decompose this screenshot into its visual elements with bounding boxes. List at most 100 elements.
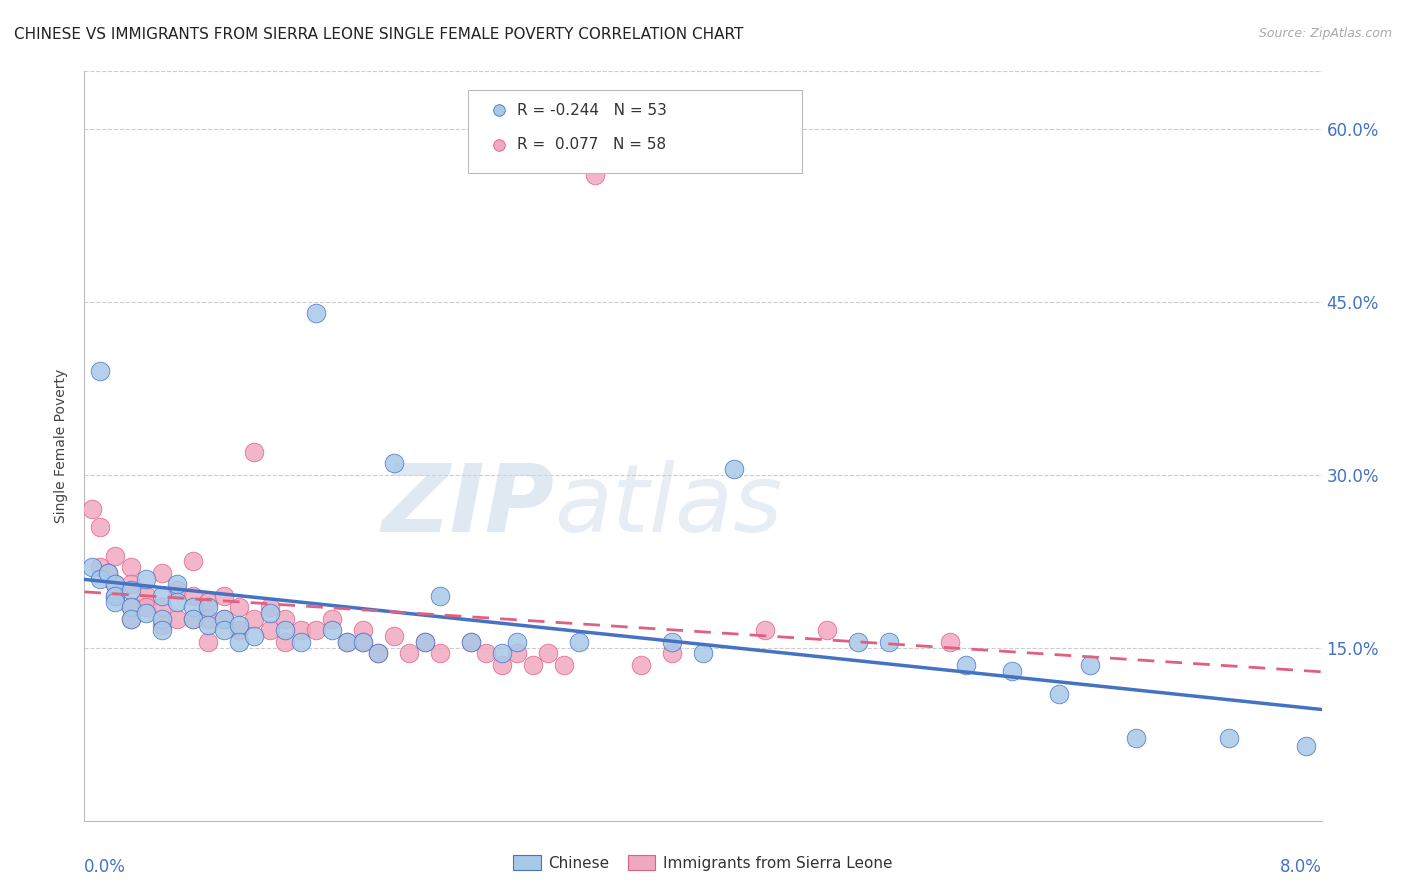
Point — [150, 566, 173, 580]
Point — [166, 583, 188, 598]
Point — [82, 560, 104, 574]
Point — [135, 606, 157, 620]
Point — [228, 635, 250, 649]
Point — [259, 624, 281, 638]
Point — [321, 624, 343, 638]
Point — [723, 462, 745, 476]
Point — [1295, 739, 1317, 753]
Point — [197, 617, 219, 632]
Point — [506, 647, 529, 661]
Point — [382, 456, 405, 470]
Point — [104, 577, 127, 591]
Point — [460, 635, 482, 649]
Point — [243, 444, 266, 458]
Point — [290, 635, 312, 649]
Point — [120, 612, 142, 626]
Text: 8.0%: 8.0% — [1279, 858, 1322, 876]
Point — [491, 658, 513, 673]
Point — [197, 594, 219, 608]
Point — [104, 594, 127, 608]
Point — [150, 589, 173, 603]
Point — [228, 600, 250, 615]
Point — [104, 549, 127, 563]
Point — [181, 612, 204, 626]
Point — [522, 658, 544, 673]
Point — [429, 647, 451, 661]
Point — [815, 624, 838, 638]
Point — [135, 589, 157, 603]
Point — [305, 306, 328, 320]
Point — [553, 658, 575, 673]
Y-axis label: Single Female Poverty: Single Female Poverty — [55, 369, 69, 523]
Point — [104, 589, 127, 603]
Point — [367, 647, 389, 661]
Point — [228, 624, 250, 638]
Point — [583, 168, 606, 182]
Point — [150, 617, 173, 632]
Point — [305, 624, 328, 638]
Point — [846, 635, 869, 649]
Point — [630, 658, 652, 673]
Point — [274, 612, 297, 626]
Text: R =  0.077   N = 58: R = 0.077 N = 58 — [517, 137, 666, 153]
Point — [661, 647, 683, 661]
Point — [243, 612, 266, 626]
Point — [150, 624, 173, 638]
Point — [537, 647, 560, 661]
Point — [754, 624, 776, 638]
Text: atlas: atlas — [554, 460, 783, 551]
Point — [197, 635, 219, 649]
Point — [352, 635, 374, 649]
Point — [1125, 731, 1147, 745]
Point — [1047, 687, 1070, 701]
Point — [460, 635, 482, 649]
Point — [352, 624, 374, 638]
Point — [568, 635, 591, 649]
Point — [135, 572, 157, 586]
Point — [429, 589, 451, 603]
Point — [382, 629, 405, 643]
Point — [228, 617, 250, 632]
Point — [181, 612, 204, 626]
Point — [506, 635, 529, 649]
Point — [120, 583, 142, 598]
Point — [166, 594, 188, 608]
Point — [243, 629, 266, 643]
Point — [1001, 664, 1024, 678]
Point — [96, 566, 120, 580]
Point — [877, 635, 900, 649]
Point — [89, 519, 111, 533]
Point — [89, 364, 111, 378]
Text: 0.0%: 0.0% — [84, 858, 127, 876]
Point — [197, 612, 219, 626]
Point — [290, 624, 312, 638]
Point — [475, 647, 498, 661]
Point — [96, 566, 120, 580]
Point — [692, 647, 714, 661]
Point — [166, 612, 188, 626]
Point — [181, 589, 204, 603]
Point — [104, 589, 127, 603]
Point — [939, 635, 962, 649]
Point — [212, 612, 235, 626]
Point — [274, 635, 297, 649]
Point — [82, 502, 104, 516]
Point — [120, 560, 142, 574]
Point — [491, 647, 513, 661]
Point — [89, 560, 111, 574]
Point — [120, 600, 142, 615]
Point — [120, 600, 142, 615]
FancyBboxPatch shape — [468, 90, 801, 172]
Point — [413, 635, 436, 649]
Point — [955, 658, 977, 673]
Point — [212, 589, 235, 603]
Point — [212, 612, 235, 626]
Point — [259, 600, 281, 615]
Point — [413, 635, 436, 649]
Point — [166, 577, 188, 591]
Point — [181, 600, 204, 615]
Point — [104, 577, 127, 591]
Point — [181, 554, 204, 568]
Point — [89, 572, 111, 586]
Point — [661, 635, 683, 649]
